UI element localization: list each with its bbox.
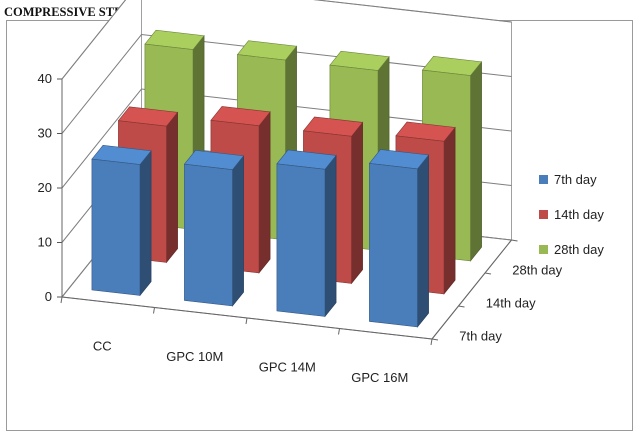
depth-tick-label: 28th day bbox=[512, 263, 562, 278]
bar-7th-day-gpc-16m bbox=[368, 149, 430, 328]
bars bbox=[91, 29, 483, 328]
bar-side bbox=[443, 126, 456, 295]
bar-7th-day-cc bbox=[91, 144, 152, 297]
depth-tick-mark bbox=[458, 305, 465, 308]
bar-side bbox=[470, 60, 482, 262]
depth-tick-mark bbox=[511, 239, 518, 242]
chart-axes bbox=[57, 78, 518, 346]
bar-front bbox=[369, 163, 418, 328]
x-tick-mark bbox=[60, 296, 63, 304]
bar-7th-day-gpc-14m bbox=[276, 149, 337, 318]
bar-side bbox=[166, 111, 178, 264]
bar-side bbox=[417, 154, 429, 328]
y-tick-label: 0 bbox=[45, 289, 52, 304]
y-tick-label: 40 bbox=[38, 71, 52, 86]
depth-tick-label: 7th day bbox=[459, 329, 502, 344]
bar-side bbox=[351, 121, 363, 285]
legend-label: 28th day bbox=[554, 242, 604, 257]
bar-front bbox=[184, 163, 233, 307]
y-tick-label: 10 bbox=[38, 235, 52, 250]
bar-front bbox=[91, 158, 141, 296]
bar-side bbox=[139, 149, 152, 297]
bar-7th-day-gpc-10m bbox=[183, 149, 245, 307]
depth-tick-mark bbox=[484, 272, 492, 275]
x-tick-mark bbox=[153, 307, 155, 314]
depth-tick-mark bbox=[431, 338, 439, 341]
legend: 7th day 14th day 28th day bbox=[539, 172, 604, 257]
x-tick-label: GPC 10M bbox=[166, 349, 223, 364]
x-tick-mark bbox=[338, 328, 340, 335]
x-tick-label: GPC 16M bbox=[351, 370, 408, 385]
legend-swatch bbox=[539, 245, 548, 254]
bar-front bbox=[276, 163, 326, 317]
x-tick-label: CC bbox=[93, 338, 112, 353]
legend-label: 7th day bbox=[554, 172, 597, 187]
legend-label: 14th day bbox=[554, 207, 604, 222]
x-tick-mark bbox=[245, 317, 248, 325]
legend-swatch bbox=[539, 175, 548, 184]
depth-axis bbox=[431, 239, 512, 340]
y-tick-label: 20 bbox=[38, 180, 52, 195]
gridline bbox=[61, 0, 512, 80]
y-tick-label: 30 bbox=[38, 126, 52, 141]
bar-side bbox=[258, 111, 271, 274]
legend-swatch bbox=[539, 210, 548, 219]
bar-side bbox=[324, 154, 337, 318]
depth-tick-label: 14th day bbox=[486, 296, 536, 311]
bar-side bbox=[232, 154, 244, 307]
axis-labels: 0 10 20 30 40 CC GPC 10M GPC 14M GPC 16M 7th day 1… bbox=[38, 71, 563, 385]
x-tick-label: GPC 14M bbox=[259, 359, 316, 374]
x-tick-mark bbox=[430, 338, 433, 346]
